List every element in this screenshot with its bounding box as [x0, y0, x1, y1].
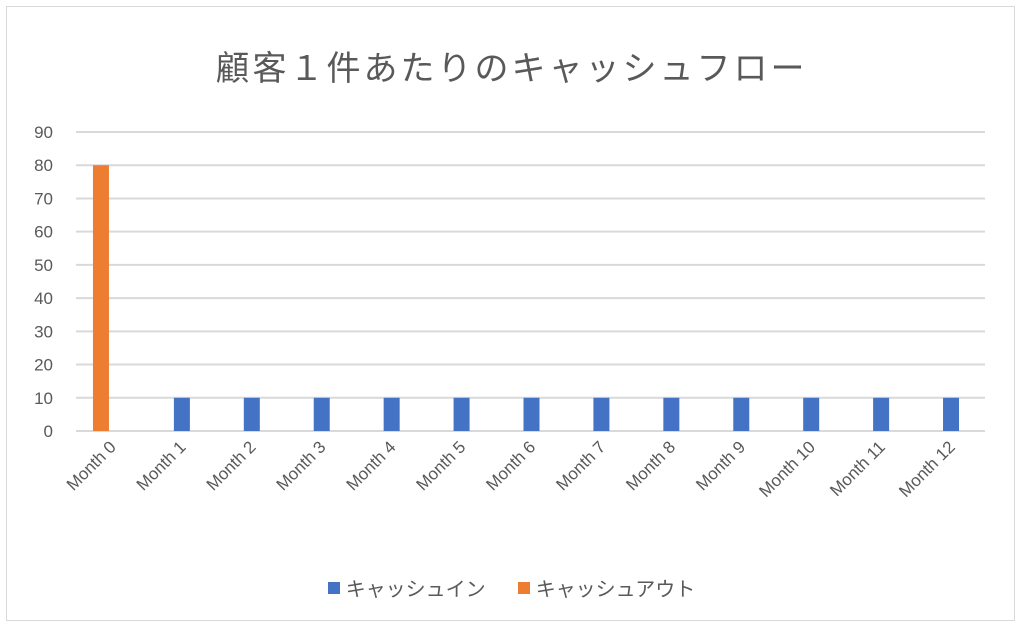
x-tick-label: Month 12	[895, 437, 959, 501]
bar-cash-in-9	[733, 397, 750, 431]
x-tick-label: Month 1	[133, 437, 190, 494]
bar-cash-in-3	[313, 397, 330, 431]
x-tick-label: Month 3	[273, 437, 330, 494]
bar-cash-in-8	[663, 397, 680, 431]
y-tick-label: 0	[44, 422, 53, 441]
bar-cash-in-11	[873, 397, 890, 431]
y-tick-label: 60	[34, 223, 53, 242]
x-tick-label: Month 9	[692, 437, 749, 494]
x-tick-label: Month 7	[552, 437, 609, 494]
x-tick-label: Month 8	[622, 437, 679, 494]
y-tick-label: 10	[34, 389, 53, 408]
x-tick-label: Month 5	[413, 437, 470, 494]
legend-swatch-cash-in	[327, 581, 340, 594]
y-tick-label: 80	[34, 156, 53, 175]
chart-plot: 0 10 20 30 40 50 60 70 80 90 Month 0 Month 1 Month 2…	[34, 123, 985, 501]
y-tick-label: 20	[34, 356, 53, 375]
legend-swatch-cash-out	[517, 581, 530, 594]
y-tick-label: 90	[34, 123, 53, 142]
y-tick-label: 70	[34, 189, 53, 208]
legend-item-cash-in: キャッシュイン	[327, 573, 486, 602]
bar-cash-in-10	[803, 397, 820, 431]
x-tick-label: Month 4	[343, 437, 400, 494]
legend-label-cash-in: キャッシュイン	[345, 577, 486, 601]
y-tick-label: 40	[34, 289, 53, 308]
bar-cash-in-12	[943, 397, 960, 431]
bar-cash-out-0	[92, 165, 109, 431]
x-tick-label: Month 2	[203, 437, 260, 494]
x-tick-label: Month 0	[63, 437, 120, 494]
bar-cash-in-2	[243, 397, 260, 431]
y-tick-label: 30	[34, 322, 53, 341]
bar-cash-in-4	[383, 397, 400, 431]
x-tick-label: Month 11	[826, 437, 889, 500]
y-tick-label: 50	[34, 256, 53, 275]
x-tick-label: Month 6	[482, 437, 539, 494]
bar-cash-in-1	[173, 397, 190, 431]
bar-cash-in-5	[453, 397, 470, 431]
chart-title: 顧客１件あたりのキャッシュフロー	[215, 49, 808, 89]
legend-item-cash-out: キャッシュアウト	[517, 573, 696, 602]
legend-label-cash-out: キャッシュアウト	[535, 577, 696, 601]
bar-cash-in-6	[523, 397, 540, 431]
chart-legend: キャッシュイン キャッシュアウト	[7, 573, 1016, 602]
bar-cash-in-7	[593, 397, 610, 431]
x-tick-label: Month 10	[755, 437, 819, 501]
chart-frame: 顧客１件あたりのキャッシュフロー 0 10 20 30 40 50 60 70 80 90 Mont…	[6, 6, 1015, 621]
